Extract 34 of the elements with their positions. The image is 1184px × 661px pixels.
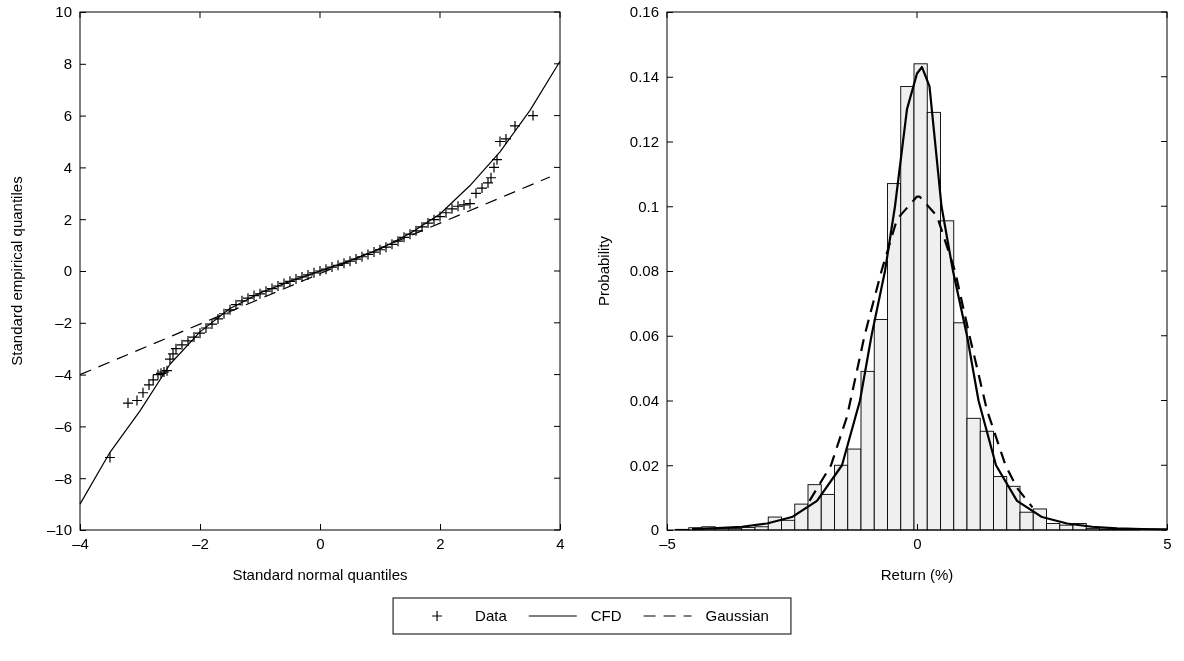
x-tick-label: –2 — [192, 534, 209, 552]
y-tick-label: 0 — [63, 262, 72, 280]
y-tick-label: –4 — [55, 365, 72, 383]
y-tick-label: 0.14 — [629, 68, 659, 86]
y-tick-label: 0 — [650, 521, 659, 539]
y-tick-label: –2 — [55, 314, 72, 332]
y-tick-label: 0.06 — [629, 327, 659, 345]
x-tick-label: –5 — [659, 534, 676, 552]
legend-label: CFD — [590, 607, 622, 624]
y-tick-label: 0.02 — [629, 456, 659, 474]
y-axis-title: Probability — [595, 235, 612, 307]
legend-label: Gaussian — [705, 607, 769, 624]
x-tick-label: 0 — [316, 534, 325, 552]
y-tick-label: 0.1 — [638, 197, 659, 215]
x-axis-title: Standard normal quantiles — [232, 566, 408, 583]
y-tick-label: 10 — [55, 3, 72, 21]
y-tick-label: 0.08 — [629, 262, 659, 280]
y-tick-label: 4 — [63, 158, 72, 176]
y-tick-label: 8 — [63, 55, 72, 73]
y-tick-label: –8 — [55, 469, 72, 487]
x-tick-label: 2 — [436, 534, 445, 552]
x-axis-title: Return (%) — [880, 566, 954, 583]
y-tick-label: 2 — [63, 210, 72, 228]
y-tick-label: 0.04 — [629, 391, 659, 409]
y-tick-label: 0.16 — [629, 3, 659, 21]
y-axis-title: Standard empirical quantiles — [8, 176, 25, 366]
legend-label: Data — [475, 607, 508, 624]
x-tick-label: 0 — [913, 534, 922, 552]
y-tick-label: –10 — [46, 521, 72, 539]
x-tick-label: 5 — [1163, 534, 1172, 552]
y-tick-label: 6 — [63, 106, 72, 124]
x-tick-label: 4 — [556, 534, 565, 552]
y-tick-label: 0.12 — [629, 132, 659, 150]
y-tick-label: –6 — [55, 417, 72, 435]
